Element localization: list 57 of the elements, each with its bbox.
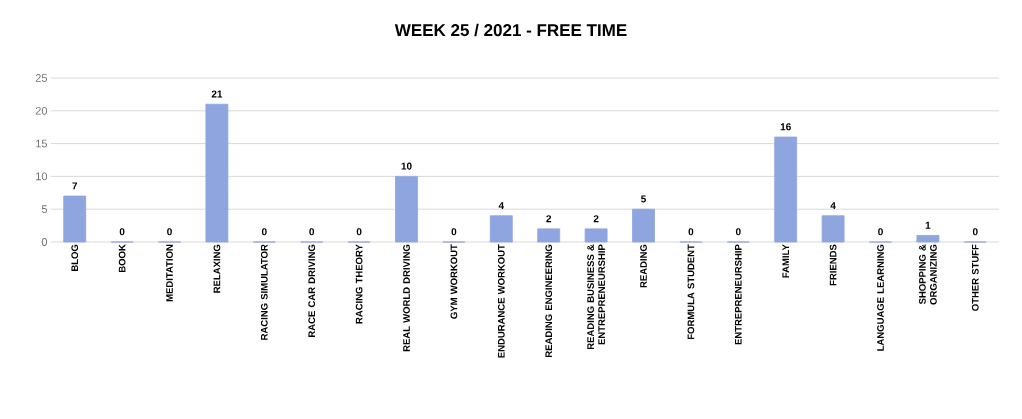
bar: [774, 136, 798, 243]
data-label: 4: [830, 202, 836, 210]
data-label: 4: [498, 202, 505, 210]
data-label: 2: [546, 215, 552, 223]
x-tick-label: FRIENDS: [829, 244, 837, 286]
data-label: 16: [780, 123, 791, 131]
x-tick-label: BOOK: [118, 244, 126, 273]
bar: [584, 228, 608, 243]
chart-title: WEEK 25 / 2021 - FREE TIME: [394, 23, 627, 37]
x-tick-label: RELAXING: [213, 244, 221, 293]
x-tick-label: BLOG: [71, 244, 79, 271]
x-tick-label: READING BUSINESS & ENTREPRENEURSHIP: [587, 244, 605, 350]
data-label: 0: [688, 228, 694, 236]
y-tick-label: 5: [41, 205, 48, 214]
bar: [489, 215, 513, 243]
data-label: 7: [72, 182, 78, 190]
bar: [821, 215, 845, 243]
data-label: 0: [972, 228, 978, 236]
x-tick-label: READING: [640, 244, 647, 288]
data-label: 0: [735, 228, 741, 236]
x-tick-label: MEDITATION: [166, 244, 173, 302]
data-label: 0: [451, 228, 457, 236]
x-tick-label: RACE CAR DRIVING: [308, 244, 316, 337]
data-label: 0: [356, 228, 362, 236]
x-tick-label: READING ENGINEERING: [545, 244, 553, 358]
y-tick-label: 25: [35, 74, 48, 82]
x-tick-label: GYM WORKOUT: [450, 244, 458, 319]
bar: [916, 235, 940, 243]
data-label: 0: [119, 228, 125, 236]
data-label: 0: [167, 228, 172, 236]
data-label: 10: [401, 162, 412, 170]
x-tick-label: LANGUAGE LEARNING: [877, 244, 884, 351]
x-tick-label: ENTREPRENEURSHIP: [734, 244, 742, 345]
x-tick-label: FORMULA STUDENT: [687, 244, 695, 340]
data-label: 5: [641, 195, 647, 203]
data-label: 1: [925, 221, 931, 229]
data-label: 21: [211, 90, 223, 98]
x-tick-label: ENDURANCE WORKOUT: [497, 244, 505, 358]
y-tick-label: 20: [35, 106, 48, 115]
y-tick-label: 10: [36, 172, 48, 181]
bar: [205, 103, 229, 243]
bar: [632, 208, 655, 243]
x-tick-label: SHOPPING & ORGANIZING: [919, 244, 937, 305]
data-label: 2: [593, 215, 599, 223]
x-tick-label: FAMILY: [782, 244, 789, 278]
bar: [395, 175, 418, 243]
x-tick-label: RACING SIMULATOR: [260, 244, 268, 340]
x-tick-label: OTHER STUFF: [971, 244, 979, 311]
x-tick-label: REAL WORLD DRIVING: [403, 244, 410, 352]
bar: [537, 228, 561, 243]
data-label: 0: [309, 228, 315, 236]
bar: [63, 195, 87, 243]
y-tick-label: 0: [41, 238, 48, 246]
data-label: 0: [878, 228, 883, 236]
y-tick-label: 15: [36, 139, 48, 148]
x-tick-label: RACING THEORY: [355, 244, 363, 324]
data-label: 0: [261, 228, 267, 236]
